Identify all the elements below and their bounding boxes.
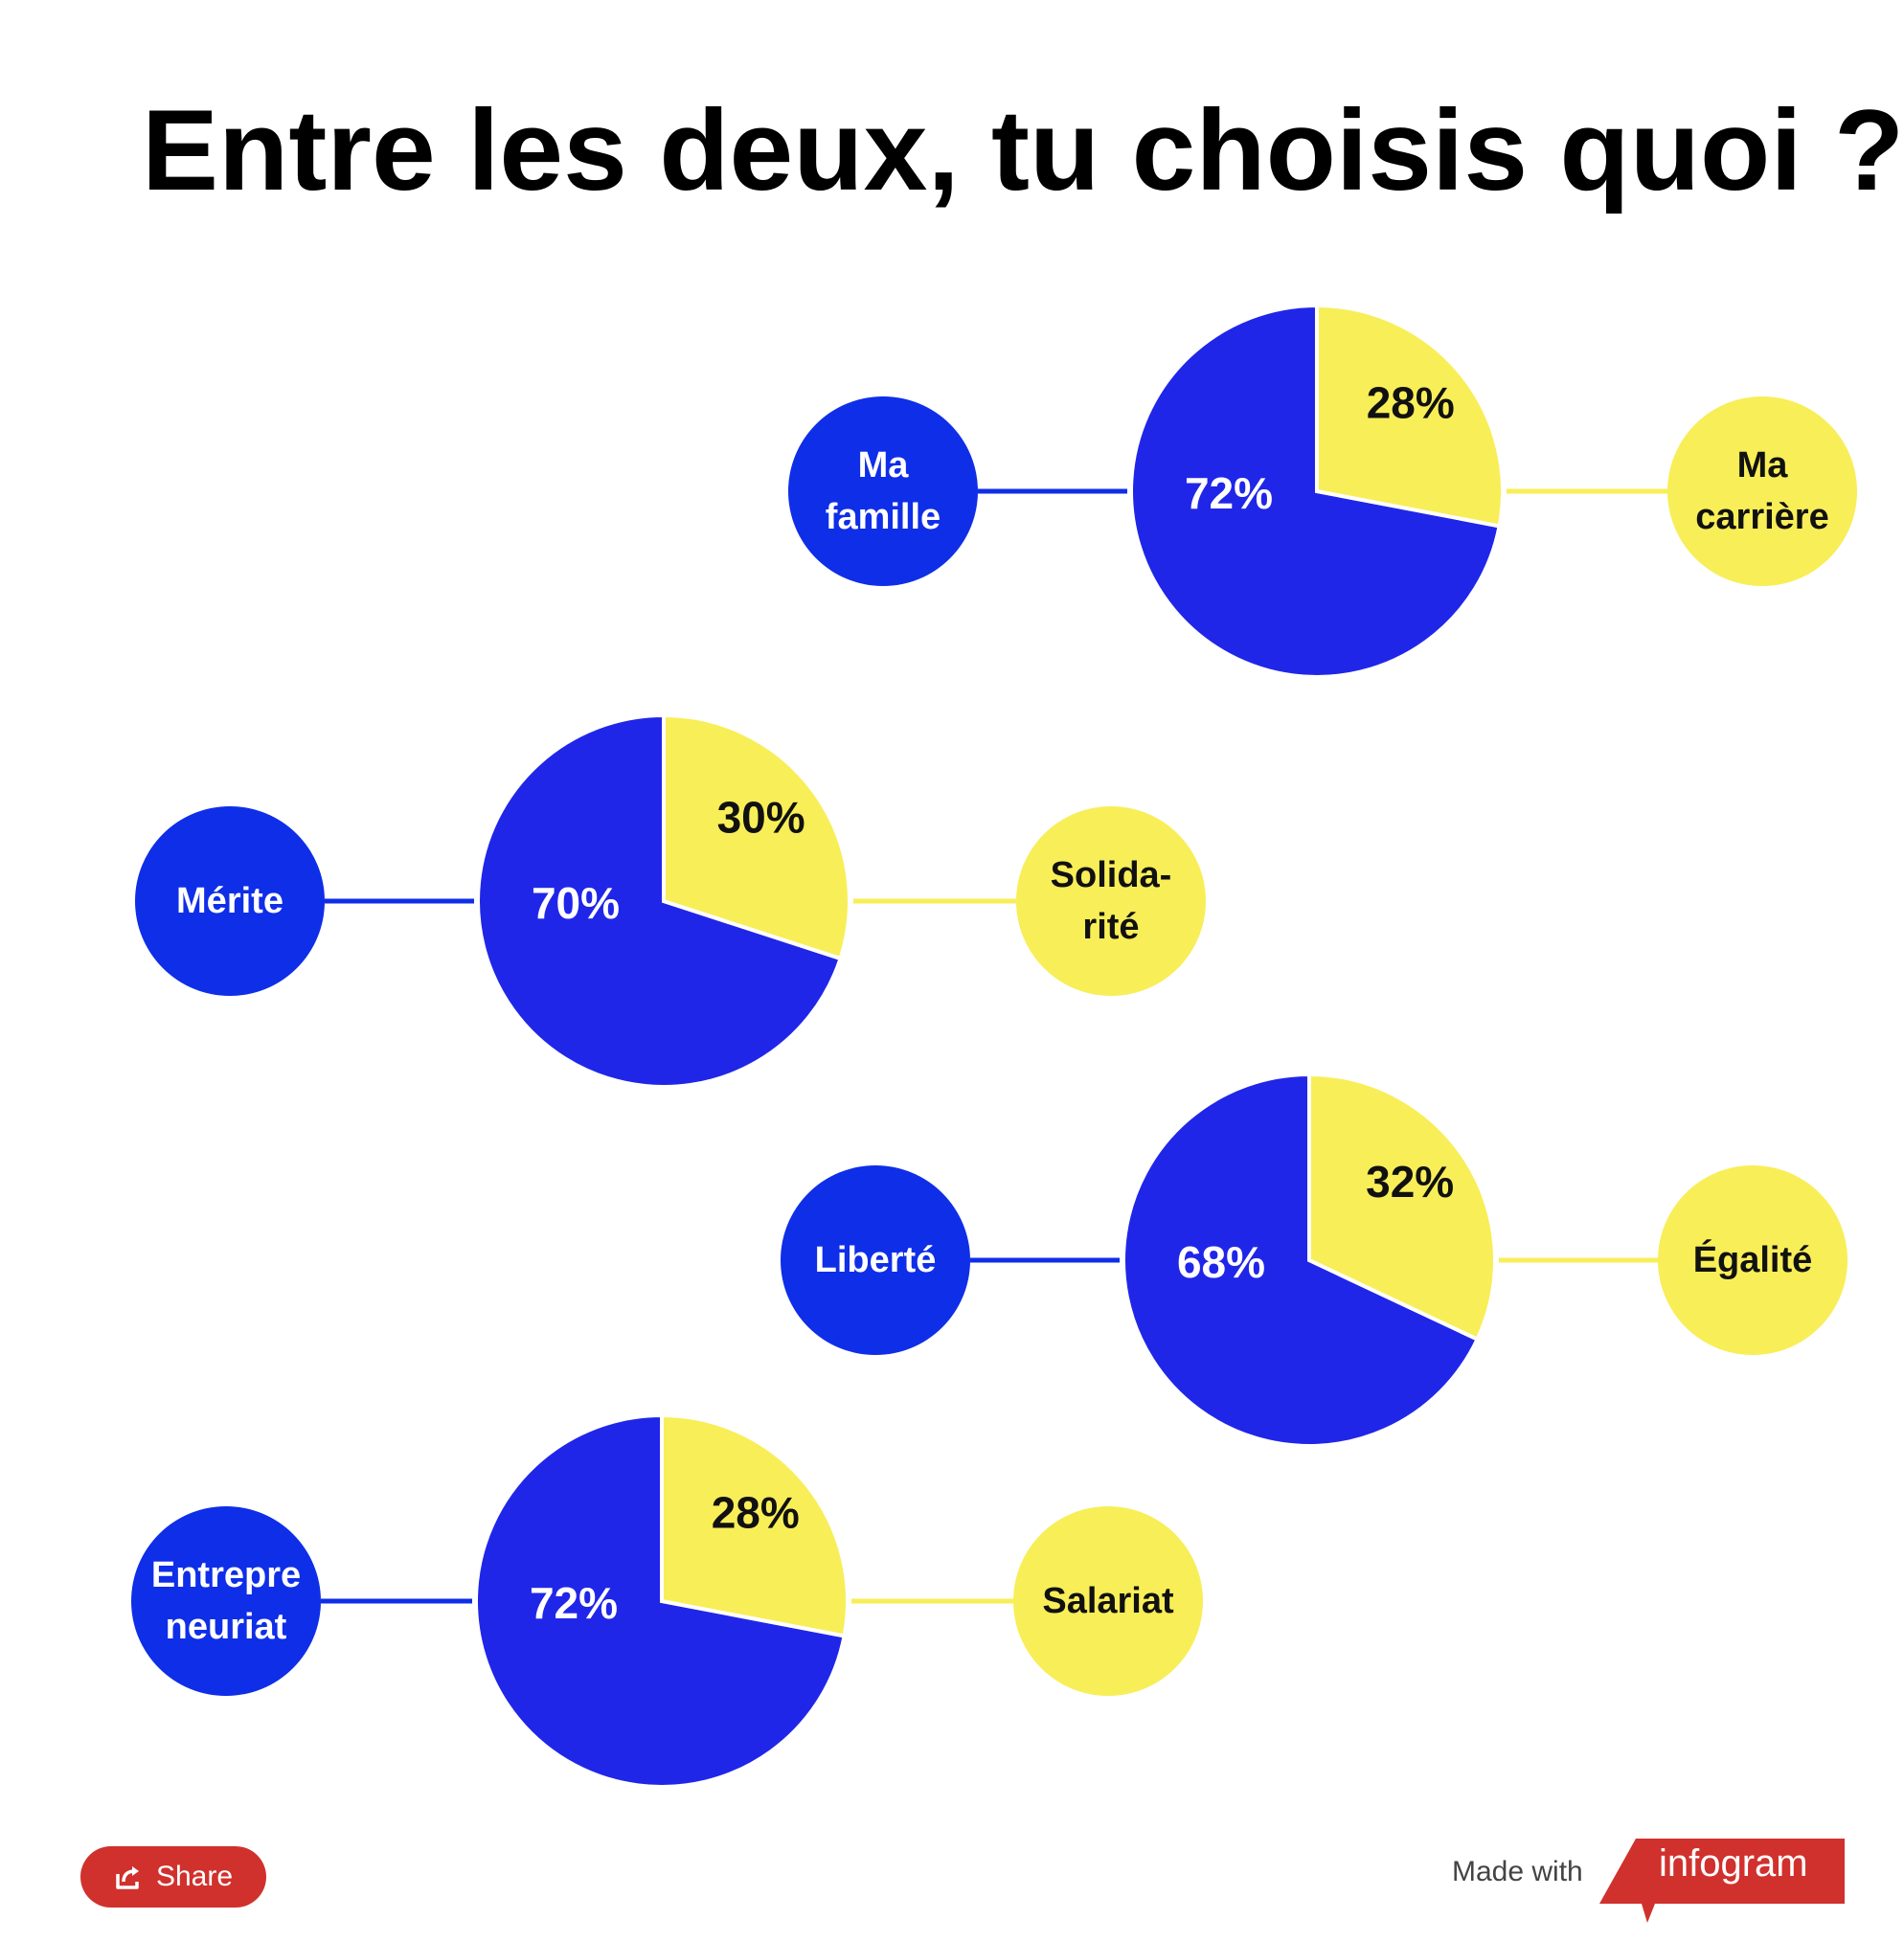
option-bubble-right-1: [1667, 396, 1857, 586]
share-button[interactable]: Share: [80, 1846, 266, 1908]
option-label-left-1-line-2: famille: [826, 497, 941, 537]
option-bubble-right-4: [1013, 1506, 1203, 1696]
option-bubble-left-3: [781, 1165, 970, 1355]
pie-label-right-4: 28%: [712, 1488, 800, 1538]
option-bubble-left-4: [131, 1506, 321, 1696]
option-label-left-1-line-1: Ma: [858, 445, 910, 486]
option-label-right-1-line-1: Ma: [1737, 445, 1789, 486]
pie-label-right-3: 32%: [1366, 1157, 1454, 1207]
option-label-right-1-line-2: carrière: [1695, 497, 1828, 537]
pie-slice-left-2: [476, 712, 844, 1089]
option-label-right-3-line-1: Égalité: [1693, 1238, 1813, 1280]
pie-slice-left-3: [1122, 1072, 1481, 1448]
option-label-right-2-line-2: rité: [1082, 907, 1139, 947]
pie-label-left-3: 68%: [1177, 1237, 1265, 1287]
pie-label-right-2: 30%: [717, 793, 805, 843]
share-label: Share: [155, 1861, 234, 1892]
pie-slice-right-4: [660, 1412, 850, 1638]
pie-label-left-2: 70%: [532, 878, 620, 928]
pie-slice-right-1: [1315, 303, 1505, 529]
option-label-left-2-line-1: Mérite: [176, 881, 283, 921]
option-label-right-4-line-1: Salariat: [1042, 1581, 1174, 1621]
option-label-right-2-line-1: Solida-: [1051, 855, 1172, 895]
option-label-left-4-line-2: neuriat: [166, 1607, 287, 1647]
pie-label-left-4: 72%: [530, 1578, 618, 1628]
pie-charts: 28% 72% Ma famille Ma carrière 30% 70% Mérite Sol…: [131, 303, 1857, 1787]
option-bubble-left-2: [135, 806, 325, 996]
option-bubble-right-3: [1658, 1165, 1847, 1355]
infogram-brand-text: infogram: [1659, 1842, 1808, 1885]
page-title: Entre les deux, tu choisis quoi ?: [142, 86, 1904, 215]
option-bubble-left-1: [788, 396, 978, 586]
pie-label-right-1: 28%: [1367, 378, 1455, 428]
infogram-logo[interactable]: [1599, 1839, 1845, 1925]
option-label-left-4-line-1: Entrepre: [151, 1555, 301, 1595]
made-with-label: Made with: [1452, 1856, 1583, 1887]
share-icon: [116, 1866, 139, 1889]
pie-label-left-1: 72%: [1185, 468, 1273, 518]
pie-slice-right-3: [1307, 1072, 1497, 1343]
pie-slice-right-2: [662, 712, 851, 961]
option-bubble-right-2: [1016, 806, 1206, 996]
option-label-left-3-line-1: Liberté: [815, 1240, 937, 1280]
